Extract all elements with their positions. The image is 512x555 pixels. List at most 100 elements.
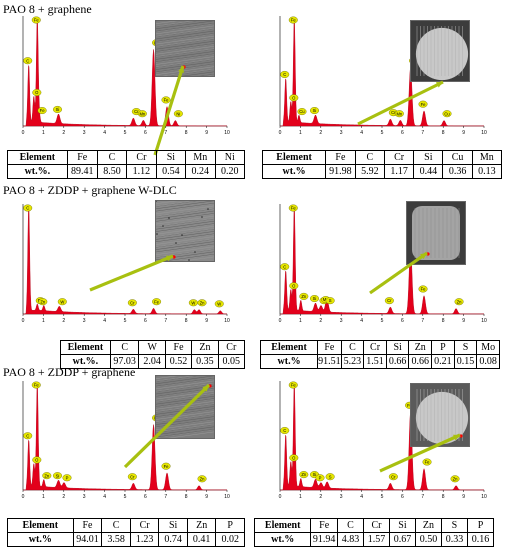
peak-label: C [23, 432, 32, 439]
x-tick-label: 4 [103, 494, 106, 500]
peak-label: Zn [300, 293, 309, 300]
x-tick-label: 0 [279, 494, 282, 500]
analysis-point-marker [459, 434, 462, 437]
table-value-cell: 0.08 [477, 355, 500, 369]
table-value-cell: 0.74 [159, 533, 188, 547]
x-tick-label: 8 [442, 494, 445, 500]
svg-text:Cu: Cu [299, 109, 305, 114]
peak-label: Mn [138, 110, 147, 117]
x-tick-label: 8 [442, 318, 445, 324]
sem-image [410, 383, 470, 447]
peak-label: W [58, 298, 67, 305]
svg-text:S: S [329, 474, 332, 479]
peak-label: Zn [455, 298, 464, 305]
svg-text:Fe: Fe [425, 460, 431, 465]
table-element-cell: Si [159, 519, 188, 533]
x-tick-label: 6 [401, 130, 404, 136]
svg-text:Fe: Fe [291, 383, 297, 388]
table-header-wt: wt.% [255, 533, 311, 547]
x-tick-label: 9 [205, 318, 208, 324]
x-tick-label: 3 [340, 318, 343, 324]
table-element-cell: Fe [73, 519, 102, 533]
peak-label: Fe [38, 107, 47, 114]
table-value-cell: 0.20 [215, 165, 244, 179]
svg-text:C: C [26, 58, 29, 63]
peak-label: O [33, 89, 42, 96]
table-value-cell: 1.12 [127, 165, 156, 179]
x-tick-label: 9 [462, 130, 465, 136]
x-tick-label: 8 [185, 318, 188, 324]
x-tick-label: 8 [185, 494, 188, 500]
table-element-cell: Mn [186, 151, 215, 165]
x-tick-label: 10 [481, 318, 487, 324]
svg-text:C: C [283, 264, 286, 269]
x-tick-label: 9 [205, 494, 208, 500]
table-value-cell: 8.50 [97, 165, 126, 179]
x-tick-label: 2 [62, 318, 65, 324]
table-element-cell: Si [386, 341, 409, 355]
svg-text:Zn: Zn [44, 473, 50, 478]
x-tick-label: 5 [124, 130, 127, 136]
table-value-cell: 0.66 [386, 355, 409, 369]
table-header-wt: wt.% [261, 355, 318, 369]
peak-label: Zn [39, 298, 48, 305]
svg-text:Si: Si [56, 473, 60, 478]
table-element-cell: Si [414, 151, 443, 165]
x-tick-label: 0 [22, 494, 25, 500]
svg-text:Zn: Zn [200, 300, 206, 305]
table-element-cell: Cr [218, 341, 244, 355]
table-element-cell: C [97, 151, 126, 165]
peak-label: Cr [385, 297, 394, 304]
peak-label: Fe [419, 286, 428, 293]
sem-image [155, 20, 215, 77]
x-tick-label: 8 [185, 130, 188, 136]
table-element-cell: Cr [127, 151, 156, 165]
svg-text:Cr: Cr [391, 474, 396, 479]
table-element-cell: Cu [443, 151, 472, 165]
table-element-cell: Fe [318, 341, 342, 355]
peak-label: Zn [198, 299, 207, 306]
table-header-wt: wt.% [8, 533, 74, 547]
table-value-cell: 0.24 [186, 165, 215, 179]
table-value-cell: 0.41 [187, 533, 216, 547]
table-header-element: Element [61, 341, 111, 355]
table-header-element: Element [255, 519, 311, 533]
table-element-cell: Mn [472, 151, 501, 165]
table-element-cell: P [216, 519, 245, 533]
table-value-cell: 5.92 [355, 165, 384, 179]
svg-text:Fe: Fe [40, 108, 46, 113]
table-element-cell: C [355, 151, 384, 165]
table-value-cell: 0.54 [156, 165, 185, 179]
peak-label: Fe [423, 459, 432, 466]
table-value-cell: 5.23 [341, 355, 364, 369]
peak-label: Cr [128, 473, 137, 480]
svg-text:Fe: Fe [291, 18, 297, 23]
table-value-cell: 0.13 [472, 165, 501, 179]
table-value-cell: 1.51 [364, 355, 387, 369]
svg-text:Si: Si [56, 107, 60, 112]
table-value-cell: 0.15 [454, 355, 477, 369]
peak-label: Fe [32, 382, 41, 389]
table-value-cell: 0.33 [441, 533, 467, 547]
table-element-cell: Cr [130, 519, 159, 533]
peak-label: Cr [389, 473, 398, 480]
x-tick-label: 10 [224, 318, 230, 324]
eds-panel-1: 012345678910COFeFeSiCrMnFeFeNiElementFeC… [5, 10, 245, 190]
peak-label: C [23, 205, 32, 212]
peak-label: Zn [451, 476, 460, 483]
x-tick-label: 7 [421, 130, 424, 136]
x-tick-label: 10 [224, 130, 230, 136]
svg-text:Cr: Cr [130, 300, 135, 305]
x-tick-label: 9 [462, 318, 465, 324]
x-tick-label: 5 [124, 494, 127, 500]
table-element-cell: Zn [415, 519, 441, 533]
table-value-cell: 0.50 [415, 533, 441, 547]
peak-label: C [280, 427, 289, 434]
table-element-cell: Fe [165, 341, 191, 355]
svg-text:C: C [26, 206, 29, 211]
peak-label: O [290, 95, 299, 102]
table-element-cell: W [139, 341, 165, 355]
